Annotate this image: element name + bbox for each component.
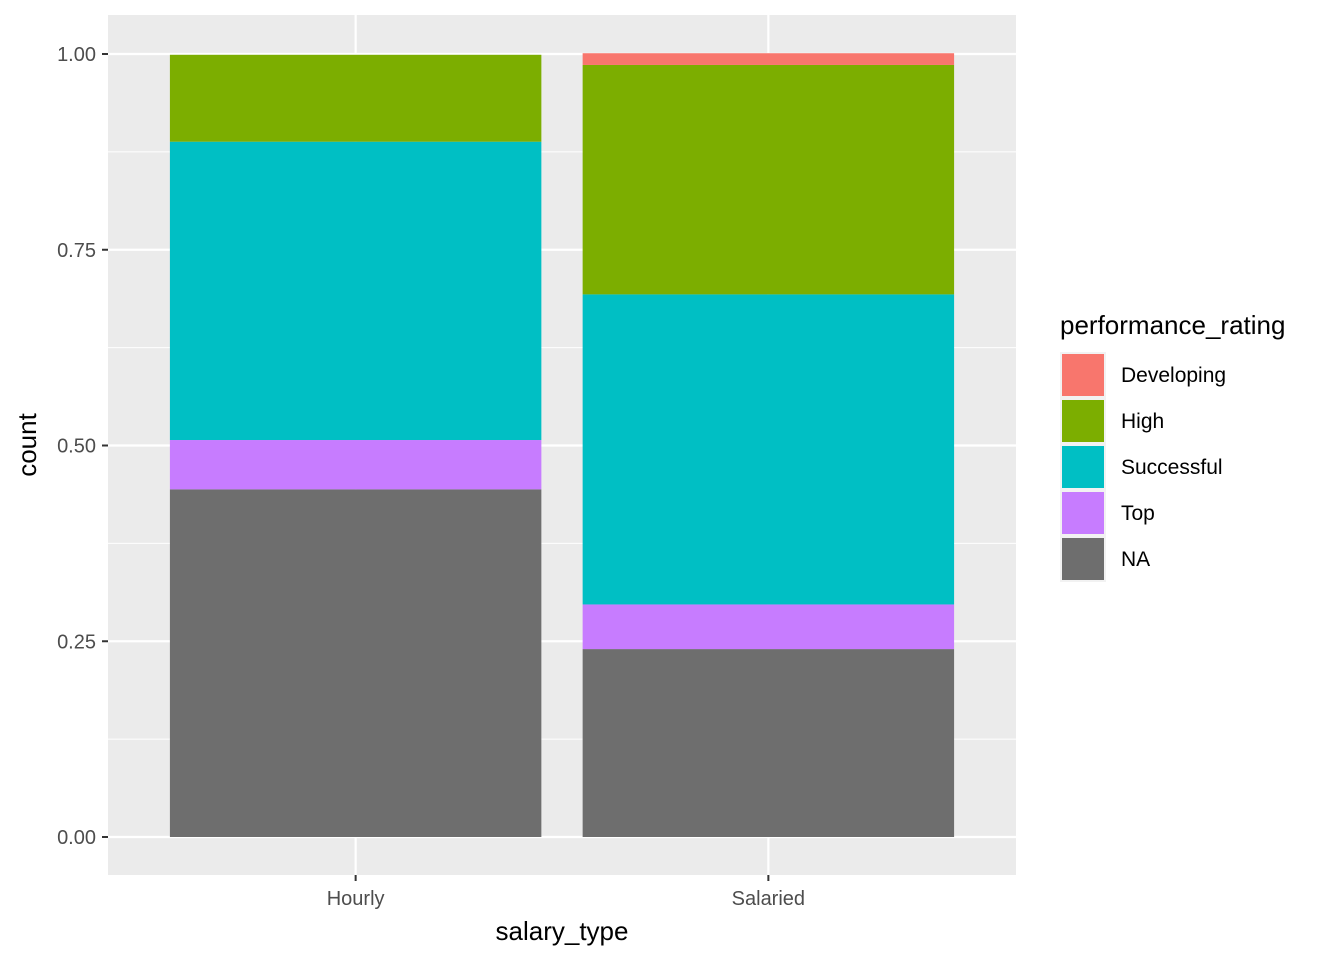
legend: performance_rating Developing High Success… bbox=[1060, 310, 1285, 582]
legend-key-high bbox=[1062, 400, 1104, 442]
bar-segment-hourly-high bbox=[169, 54, 542, 142]
legend-label: High bbox=[1121, 410, 1164, 433]
x-tick-label: Salaried bbox=[732, 888, 805, 910]
bar-segment-salaried-successful bbox=[582, 294, 955, 605]
bar-segment-salaried-na bbox=[582, 649, 955, 837]
legend-key-top bbox=[1062, 492, 1104, 534]
bar-segment-salaried-developing bbox=[582, 53, 955, 65]
x-axis: Hourly Salaried bbox=[327, 875, 805, 910]
legend-label: NA bbox=[1121, 548, 1150, 571]
legend-key-successful bbox=[1062, 446, 1104, 488]
bar-segment-salaried-top bbox=[582, 604, 955, 650]
bar-segment-hourly-top bbox=[169, 440, 542, 490]
y-axis: 0.00 0.25 0.50 0.75 1.00 bbox=[57, 44, 108, 849]
bar-segment-salaried-high bbox=[582, 64, 955, 295]
legend-label: Top bbox=[1121, 502, 1155, 525]
x-axis-title: salary_type bbox=[496, 916, 629, 946]
bars bbox=[169, 53, 955, 837]
legend-key-na bbox=[1062, 538, 1104, 580]
bar-segment-hourly-na bbox=[169, 489, 542, 837]
bar-segment-hourly-successful bbox=[169, 141, 542, 441]
legend-label: Developing bbox=[1121, 364, 1226, 387]
x-tick-label: Hourly bbox=[327, 888, 385, 910]
legend-label: Successful bbox=[1121, 456, 1223, 479]
y-tick-label: 1.00 bbox=[57, 44, 96, 66]
y-tick-label: 0.75 bbox=[57, 240, 96, 262]
y-axis-title: count bbox=[12, 412, 42, 476]
y-tick-label: 0.25 bbox=[57, 631, 96, 653]
y-tick-label: 0.50 bbox=[57, 436, 96, 458]
y-tick-label: 0.00 bbox=[57, 827, 96, 849]
legend-title: performance_rating bbox=[1060, 310, 1285, 340]
legend-key-developing bbox=[1062, 354, 1104, 396]
